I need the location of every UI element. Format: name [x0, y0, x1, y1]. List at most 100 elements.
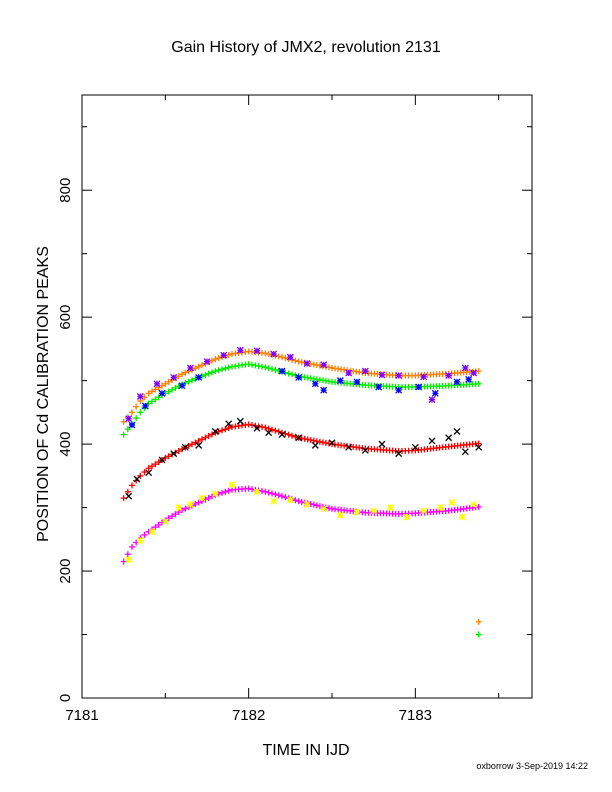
data-point-s2-1 [129, 482, 135, 489]
data-point-s4-7 [236, 346, 244, 354]
fit-point-s1-4-3 [172, 384, 179, 391]
data-point-s4-10 [286, 353, 294, 361]
data-point-s6-11 [265, 429, 273, 437]
fit-point-s2-3-2 [152, 461, 159, 468]
data-point-s5-0 [128, 421, 136, 429]
data-point-s6-4 [170, 450, 178, 458]
data-point-s7-8 [228, 481, 236, 489]
data-point-s6-0 [125, 492, 133, 500]
fit-point-s3-12-6 [313, 502, 320, 509]
fit-point-s3-3-3 [155, 521, 162, 528]
fit-point-s2-7-4 [225, 425, 232, 432]
data-point-s4-6 [220, 351, 228, 359]
data-point-s5-8 [320, 386, 328, 394]
data-point-s7-4 [175, 504, 183, 512]
data-point-s2-18 [475, 440, 482, 447]
fit-point-s3-10-2 [269, 490, 275, 497]
data-point-s4-20 [461, 364, 469, 372]
data-point-s6-17 [361, 446, 369, 454]
data-point-s0-10 [262, 350, 269, 357]
data-point-s6-20 [411, 443, 419, 451]
fit-point-s1-11-2 [285, 370, 292, 377]
fit-point-s1-7-3 [222, 365, 229, 372]
data-point-s6-19 [395, 450, 403, 458]
fit-point-s3-7-4 [225, 487, 232, 494]
fit-point-s3-6-3 [205, 494, 212, 501]
fit-point-s2-5-3 [189, 441, 195, 448]
data-point-s4-3 [170, 373, 178, 381]
data-point-s3-11 [279, 493, 285, 500]
data-point-s4-12 [320, 361, 328, 369]
data-point-s2-3 [145, 465, 152, 472]
data-point-s1-7 [212, 368, 219, 375]
data-point-s5-6 [295, 373, 303, 381]
fit-point-s2-11-3 [289, 432, 295, 439]
data-point-s1-2 [137, 409, 144, 416]
data-point-s9-0 [475, 631, 482, 638]
fit-point-s2-10-2 [269, 426, 275, 433]
data-point-s3-12 [295, 498, 302, 505]
y-tick-label-1: 200 [57, 559, 74, 584]
y-tick-label-0: 0 [57, 694, 74, 702]
fit-point-s2-7-1 [215, 428, 222, 435]
fit-point-s3-0-1 [124, 551, 131, 558]
data-point-s6-23 [453, 427, 461, 435]
fit-point-s2-6-4 [209, 431, 215, 438]
data-point-s6-2 [145, 469, 153, 477]
data-point-s5-4 [195, 373, 203, 381]
fit-point-s2-3-1 [149, 463, 155, 470]
data-point-s7-14 [336, 511, 344, 519]
y-tick-label-3: 600 [57, 305, 74, 330]
fit-point-s3-12-10 [325, 505, 332, 512]
fit-point-s1-11-3 [289, 371, 295, 378]
data-point-s7-15 [353, 508, 361, 516]
data-point-s4-4 [186, 364, 194, 372]
data-point-s6-5 [181, 443, 189, 451]
fit-point-s3-12-5 [310, 501, 317, 508]
data-point-s6-18 [378, 440, 386, 448]
fit-point-s0-1-1 [133, 403, 140, 410]
data-point-s7-18 [403, 513, 411, 521]
fit-point-s3-10-1 [265, 489, 272, 496]
fit-point-s1-10-2 [269, 366, 275, 373]
fit-point-s0-4-1 [165, 378, 172, 385]
data-point-s0-6 [195, 363, 202, 370]
axes: 7181 7182 7183 0 200 400 600 800 [57, 95, 532, 724]
fit-point-s3-5-1 [182, 505, 189, 512]
fit-point-s1-7-1 [215, 367, 222, 374]
data-point-s8-0 [475, 618, 482, 625]
data-point-s2-10 [262, 424, 269, 431]
fit-point-s1-1-1 [133, 415, 140, 422]
data-point-s4-21 [470, 369, 478, 377]
data-point-s7-13 [320, 505, 328, 513]
data-point-s7-6 [198, 494, 206, 502]
fit-point-s0-11-1 [282, 355, 289, 362]
data-point-s5-15 [453, 378, 461, 386]
data-point-s0-1 [129, 409, 135, 416]
data-point-s7-20 [436, 504, 444, 512]
data-point-s6-3 [158, 456, 166, 464]
data-point-s5-1 [141, 402, 149, 410]
fit-point-s1-6-2 [202, 371, 209, 378]
fit-point-s1-6-3 [205, 370, 212, 377]
data-point-s7-10 [270, 497, 278, 505]
fit-point-s1-7-4 [225, 364, 232, 371]
data-point-s4-2 [153, 380, 161, 388]
fit-point-s0-6-1 [199, 362, 205, 369]
fit-point-s3-12-7 [316, 503, 323, 510]
data-point-s4-0 [125, 415, 133, 423]
data-point-s7-21 [448, 499, 456, 506]
data-point-s4-15 [378, 371, 386, 379]
data-point-s4-16 [395, 372, 403, 380]
data-point-s2-6 [195, 437, 202, 444]
data-point-s5-12 [395, 386, 403, 394]
fit-point-s3-4-1 [165, 515, 172, 522]
data-point-s6-1 [133, 475, 141, 483]
fit-point-s0-4-4 [175, 373, 182, 380]
y-tick-label-2: 400 [57, 432, 74, 457]
data-point-s5-13 [415, 383, 423, 391]
fit-point-s2-7-2 [219, 427, 225, 434]
data-point-s6-21 [428, 437, 436, 445]
data-point-s5-14 [431, 389, 439, 397]
data-point-s1-10 [262, 364, 269, 371]
